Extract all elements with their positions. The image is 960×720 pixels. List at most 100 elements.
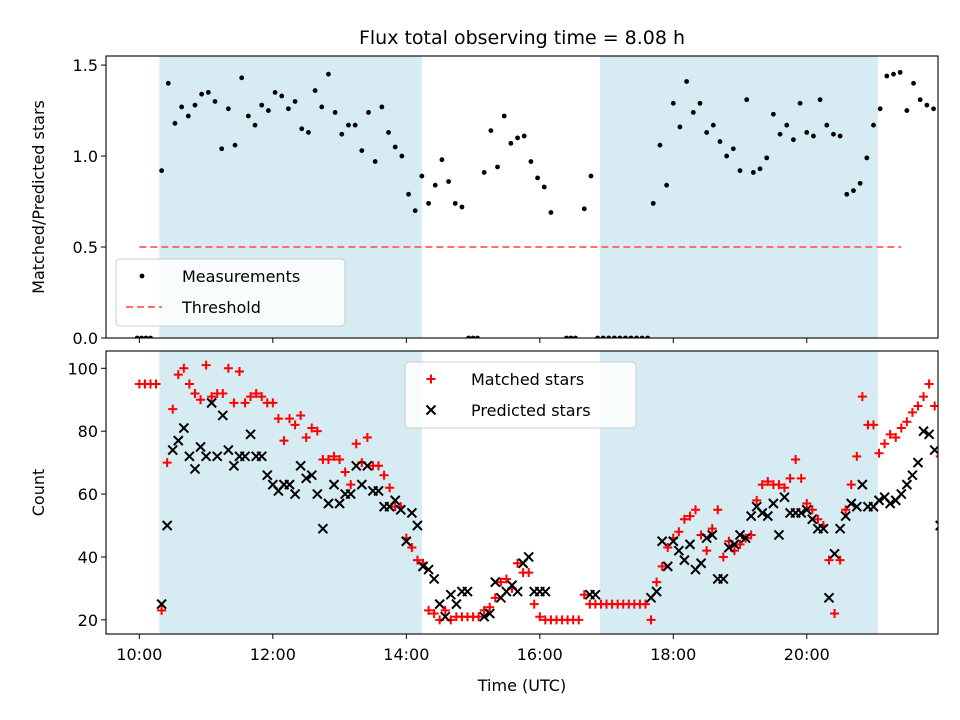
data-point [259,102,265,108]
data-point [896,488,907,500]
data-point [947,615,956,624]
data-point [645,335,651,338]
data-point [611,335,617,338]
data-point [273,414,283,424]
data-point [429,609,439,619]
data-point [192,102,198,108]
data-point [830,609,840,619]
data-point [459,204,465,210]
data-point [279,436,289,446]
data-point [873,495,885,506]
data-point [568,335,574,338]
data-point [795,507,807,519]
data-point [290,420,300,430]
bottom-panel: 20 40 60 80 100 10:00 12:00 14:00 16:00 18:00 20:0… [29,350,956,695]
data-point [710,122,716,128]
data-point [165,80,171,86]
data-point [791,137,796,143]
data-point [590,589,601,600]
data-point [752,495,762,505]
legend: Matched stars Predicted stars [404,361,637,429]
data-point [780,483,790,493]
data-point [651,586,662,597]
data-point [475,335,480,338]
data-point [251,388,261,398]
data-point [762,510,774,522]
data-point [385,483,395,493]
data-point [395,504,406,516]
data-point [207,392,217,402]
data-point [706,529,718,541]
data-point [346,122,351,128]
data-point [734,529,746,541]
data-point [880,439,890,449]
axes-frame [105,55,939,339]
data-point [289,488,301,500]
data-point [334,498,345,509]
data-point [652,577,662,587]
data-point [279,93,285,99]
data-point [874,448,884,458]
top-panel: 0.0 0.5 1.0 1.5 Flux total observing time = … [29,27,939,348]
data-point [824,555,834,565]
data-point [490,593,500,603]
data-point [623,335,628,338]
data-point [835,555,845,565]
data-point [564,335,569,338]
x-axis-label: Time (UTC) [477,676,566,695]
y-tick-label: 1.0 [73,147,98,166]
data-point [891,432,901,442]
data-point [871,122,876,128]
data-point [379,470,389,480]
y-tick-label: 40 [78,548,98,567]
data-point [139,335,144,338]
data-point [528,159,534,164]
data-point [718,552,728,562]
data-point [329,451,339,461]
y-tick-label: 20 [78,611,98,630]
data-point [617,335,623,338]
data-point [299,126,305,132]
data-point [484,608,495,619]
data-point [919,392,929,402]
data-point [924,102,930,108]
data-point [670,100,676,106]
data-point [412,555,422,565]
data-point [701,532,712,544]
data-point [723,542,735,553]
data-point [757,507,768,519]
data-point [897,69,903,75]
x-tick-label: 12:00 [250,645,296,664]
data-point [713,505,723,515]
data-point [535,175,540,181]
data-point [524,568,534,578]
data-point [548,210,554,215]
data-point [730,146,736,152]
data-point [265,108,271,113]
data-point [312,488,323,500]
data-point [292,99,298,104]
data-point [673,545,685,556]
data-point [373,485,384,497]
data-point [535,612,545,622]
data-point [392,144,398,150]
data-point [541,184,547,190]
data-point [813,514,823,524]
data-point [495,164,500,170]
data-point [764,155,770,161]
data-point [834,523,846,534]
data-point [167,444,178,456]
data-point [581,206,587,212]
legend-box [115,258,346,327]
data-point [345,488,356,500]
legend-label: Matched stars [471,370,584,389]
data-point [439,157,445,163]
data-point [896,423,906,433]
data-point [351,439,361,449]
data-point [168,404,178,414]
data-point [351,460,362,471]
data-point [219,146,225,152]
data-point [763,476,773,486]
data-point [796,473,806,483]
